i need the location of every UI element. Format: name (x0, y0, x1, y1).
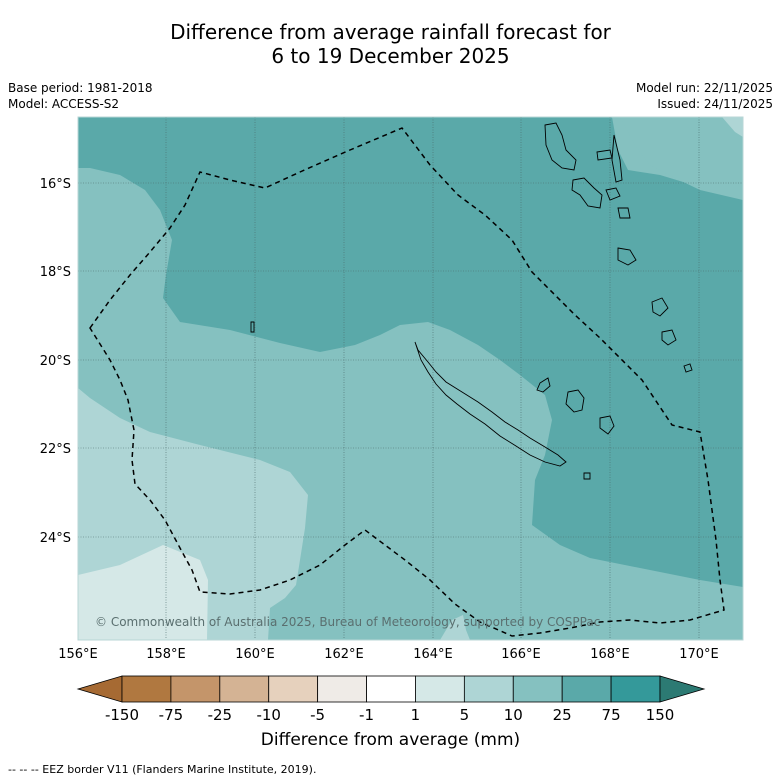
new-caledonia-island (414, 341, 567, 467)
colorbar-tick-label: -10 (256, 706, 281, 724)
colorbar-swatch (268, 675, 319, 703)
coastlines (250, 122, 693, 480)
colorbar-swatch (317, 675, 367, 703)
colorbar-tick-label: 150 (646, 706, 675, 724)
y-tick: 20°S (40, 354, 71, 369)
x-tick: 166°E (501, 647, 541, 662)
colorbar-tick-label: 1 (411, 706, 421, 724)
title-line-2: 6 to 19 December 2025 (271, 44, 510, 68)
field-10-25-topright (620, 117, 743, 200)
colorbar-tick-label: -25 (208, 706, 233, 724)
efate-island (617, 247, 637, 266)
x-tick: 164°E (413, 647, 453, 662)
island-a (536, 377, 551, 393)
field-25-75 (78, 117, 743, 587)
x-tick: 156°E (58, 647, 98, 662)
colorbar-tick-label: -1 (359, 706, 374, 724)
colorbar: -150 -75 -25 -10 -5 -1 1 5 10 25 75 150 (76, 675, 706, 724)
issued-date: Issued: 24/11/2025 (657, 97, 773, 111)
island-f (611, 134, 623, 183)
malakula-island (571, 177, 603, 209)
colorbar-tick-label: 5 (460, 706, 470, 724)
island-d (583, 472, 591, 480)
colorbar-tick-label: -5 (310, 706, 325, 724)
erromango-island (651, 297, 669, 317)
field-1-5 (78, 545, 208, 640)
map-frame (77, 116, 744, 641)
meta-right: Model run: 22/11/2025 Issued: 24/11/2025 (636, 80, 773, 112)
island-g (605, 187, 621, 201)
x-tick: 158°E (146, 647, 186, 662)
colorbar-tick-label: 75 (602, 706, 621, 724)
y-tick: 22°S (40, 442, 71, 457)
colorbar-swatch (610, 675, 661, 703)
y-tick: 16°S (40, 177, 71, 192)
colorbar-tick-label: 10 (504, 706, 523, 724)
colorbar-tick-label: 25 (553, 706, 572, 724)
eez-border (89, 127, 725, 637)
field-5-10-patch (440, 615, 470, 640)
x-tick: 160°E (235, 647, 275, 662)
colorbar-swatch (121, 675, 172, 703)
colorbar-swatch (219, 675, 270, 703)
colorbar-swatch (415, 675, 465, 703)
colorbar-swatch (170, 675, 221, 703)
gridlines (78, 117, 743, 640)
model-name: Model: ACCESS-S2 (8, 97, 120, 111)
aneityum-island (683, 363, 693, 373)
x-tick-labels: 156°E 158°E 160°E 162°E 164°E 166°E 168°… (58, 647, 719, 662)
field-5-10-topright (722, 117, 743, 137)
y-tick-labels: 16°S 18°S 20°S 22°S 24°S (40, 177, 71, 546)
colorbar-swatch (512, 675, 563, 703)
chesterfield-islet (250, 321, 255, 333)
model-run: Model run: 22/11/2025 (635, 81, 773, 95)
colorbar-extend-low (76, 675, 123, 703)
tanna-island (661, 329, 677, 346)
title-line-1: Difference from average rainfall forecas… (170, 20, 611, 44)
y-tick: 18°S (40, 265, 71, 280)
y-tick: 24°S (40, 531, 71, 546)
copyright-text: © Commonwealth of Australia 2025, Bureau… (95, 615, 600, 629)
island-h (617, 207, 631, 219)
island-c (599, 415, 615, 435)
x-tick: 170°E (679, 647, 719, 662)
colorbar-tick-label: -75 (159, 706, 184, 724)
colorbar-tick-label: -150 (105, 706, 139, 724)
base-period: Base period: 1981-2018 (8, 81, 153, 95)
colorbar-swatch (366, 675, 416, 703)
espiritu-santo-island (544, 122, 577, 171)
colorbar-title: Difference from average (mm) (260, 730, 521, 750)
x-tick: 162°E (324, 647, 364, 662)
colorbar-extend-high (659, 675, 706, 703)
x-tick: 168°E (590, 647, 630, 662)
rainfall-field (78, 117, 743, 640)
colorbar-swatch (561, 675, 612, 703)
meta-left: Base period: 1981-2018 Model: ACCESS-S2 (8, 80, 153, 112)
island-b (565, 389, 585, 413)
colorbar-swatch (463, 675, 514, 703)
eez-footnote: -- -- -- EEZ border V11 (Flanders Marine… (8, 763, 317, 776)
